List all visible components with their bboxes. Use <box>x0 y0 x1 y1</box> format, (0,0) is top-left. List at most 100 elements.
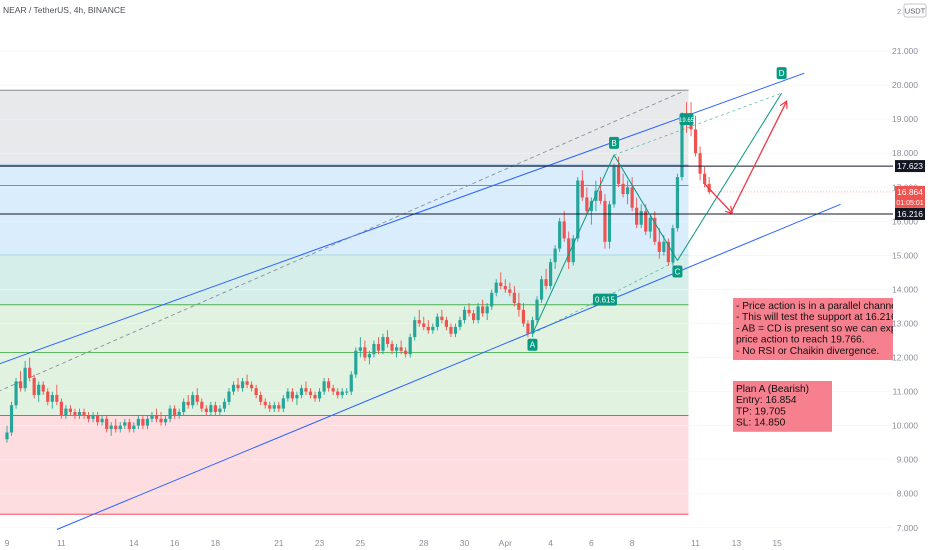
pattern-leg <box>677 92 783 261</box>
candle-body <box>376 343 381 351</box>
candle-body <box>195 394 199 402</box>
candle-body <box>277 405 281 409</box>
analysis-note-line: - This will test the support at 16.216. <box>736 312 899 323</box>
candle-body <box>82 412 86 416</box>
x-tick-label: 21 <box>274 538 284 548</box>
candle-body <box>317 391 322 399</box>
candle-body <box>458 320 462 327</box>
candle-body <box>136 418 140 426</box>
analysis-note-line: - No RSI or Chaikin divergence. <box>736 346 879 357</box>
scale-icon[interactable]: 2 <box>897 7 901 16</box>
candle-body <box>476 306 480 321</box>
candle-body <box>508 289 512 293</box>
candle-body <box>485 306 489 314</box>
pattern-point-marker <box>672 265 683 278</box>
candle-body <box>96 415 100 423</box>
parallel-channel[interactable] <box>0 72 841 530</box>
candle-body <box>580 180 584 198</box>
time-axis[interactable]: 9 11 14 16 18 21 23 25 28 30 Apr 4 6 8 11 13 15 <box>0 538 893 550</box>
candle-body <box>358 347 362 351</box>
candle-body <box>132 425 136 430</box>
candle-body <box>290 391 294 399</box>
analysis-note-line: price action to reach 19.766. <box>736 335 865 346</box>
candle-body <box>304 388 308 392</box>
pattern-point-label: C <box>675 267 681 276</box>
plan-note-line: Plan A (Bearish) <box>736 384 809 395</box>
fib-zone <box>0 185 689 256</box>
candle-body <box>657 241 661 252</box>
candle-body <box>191 394 195 406</box>
candle-body <box>5 432 9 440</box>
candle-body <box>209 405 213 413</box>
x-tick-label: 9 <box>5 538 10 548</box>
candle-body <box>567 238 571 263</box>
fib-zone <box>0 165 689 186</box>
candle-body <box>127 422 131 430</box>
candle-body <box>159 418 163 423</box>
currency-button-label: USDT <box>905 7 926 16</box>
channel-upper-line <box>0 72 805 365</box>
candle-body <box>693 129 698 154</box>
y-tick-label: 9.000 <box>897 455 919 465</box>
candle-body <box>91 415 95 419</box>
candle-body <box>553 248 557 263</box>
candle-body <box>426 326 430 331</box>
candle-body <box>250 384 254 389</box>
candle-body <box>467 309 471 314</box>
text-notes[interactable]: - Price action is in a parallel channel.… <box>733 298 910 432</box>
candle-body <box>286 391 290 399</box>
candle-body <box>381 337 385 351</box>
candle-body <box>46 391 50 402</box>
candle-body <box>413 320 417 338</box>
price-axis[interactable]: 7.000 8.000 9.000 10.000 11.000 12.000 13.000 1… <box>892 0 932 550</box>
pattern-point-marker <box>776 67 787 80</box>
candle-body <box>539 279 544 300</box>
candle-body <box>644 211 648 232</box>
candle-body <box>173 408 177 416</box>
plan-note-line: TP: 19.705 <box>736 406 786 417</box>
candle-body <box>585 197 589 212</box>
candle-body <box>295 394 299 399</box>
abcd-pattern[interactable]: A B C D 0.615 19.65 <box>527 67 787 351</box>
candle-body <box>648 217 652 232</box>
analysis-note-box <box>733 298 893 360</box>
projection-arrows[interactable] <box>704 102 787 213</box>
candle-body <box>698 153 702 174</box>
candle-body <box>327 381 331 389</box>
horizontal-lines[interactable] <box>0 165 893 215</box>
candle-body <box>444 320 449 327</box>
pattern-point-marker <box>527 338 538 351</box>
x-tick-label: 15 <box>772 538 782 548</box>
candle-body <box>105 418 109 430</box>
candle-body <box>675 177 680 229</box>
candle-body <box>385 337 390 344</box>
candle-body <box>268 405 272 409</box>
candle-body <box>259 394 263 402</box>
candle-body <box>666 241 670 263</box>
pattern-point-label: A <box>530 341 536 350</box>
candle-body <box>571 238 575 263</box>
currency-button[interactable]: USDT <box>903 3 927 18</box>
x-tick-label: 18 <box>211 538 221 548</box>
candle-body <box>431 326 435 331</box>
candle-body <box>231 384 236 392</box>
fib-zone <box>0 304 689 353</box>
candle-body <box>422 323 426 327</box>
current-price-tag <box>895 185 925 208</box>
candle-body <box>123 422 127 426</box>
fib-zone <box>0 415 689 515</box>
candle-body <box>50 394 54 402</box>
candle-body <box>218 408 222 413</box>
y-tick-label: 15.000 <box>892 250 918 260</box>
current-price-tag-countdown: 01:05:01 <box>896 200 923 207</box>
current-price-tag-label: 16.864 <box>897 187 923 197</box>
candle-body <box>77 412 82 416</box>
candle-body <box>281 398 285 409</box>
time-axis-bg <box>0 538 893 550</box>
candle-body <box>521 309 526 324</box>
price-axis-bg <box>893 0 932 550</box>
symbol-title[interactable]: NEAR / TetherUS, 4h, BINANCE <box>3 5 126 15</box>
candle-body <box>68 408 73 413</box>
candle-body <box>490 292 494 307</box>
